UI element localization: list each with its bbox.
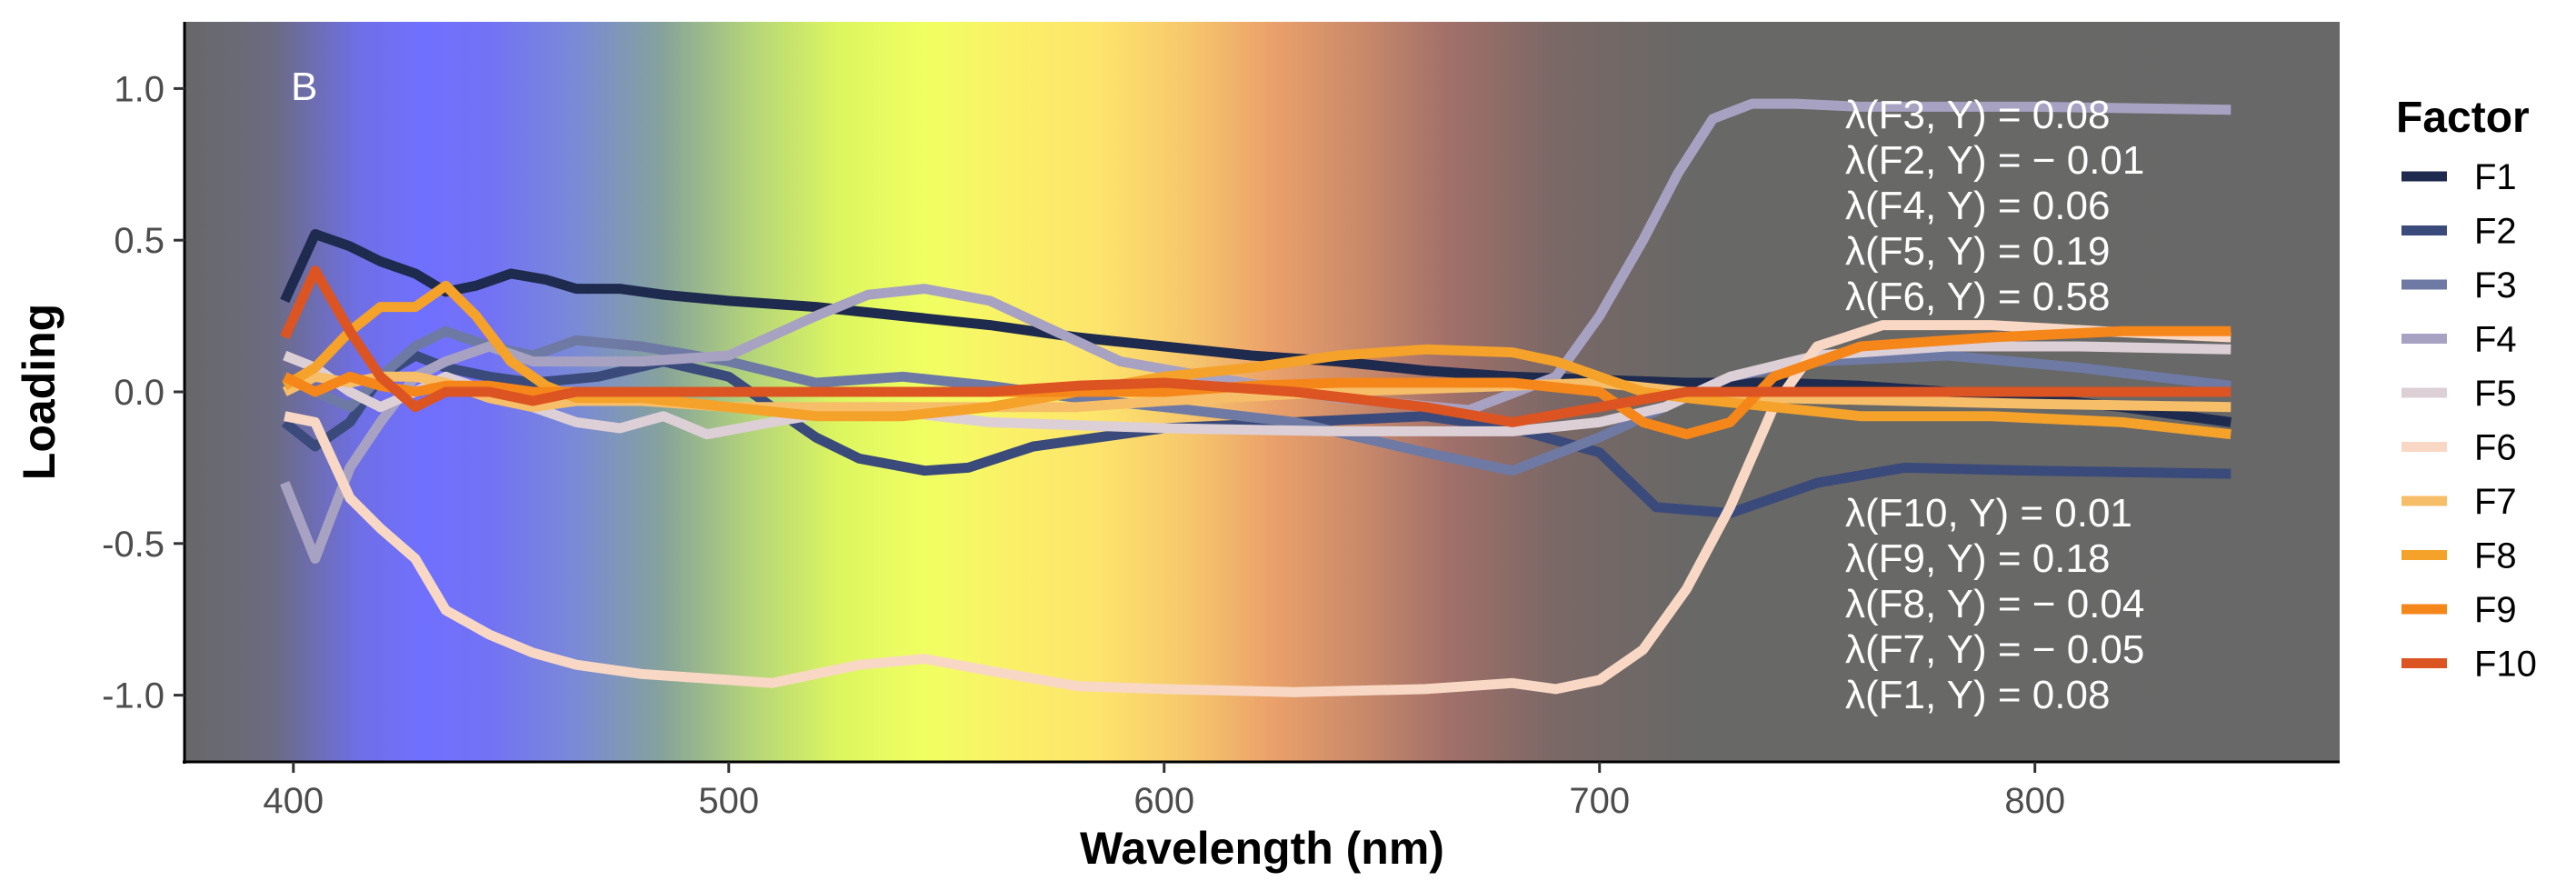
annotation-top-line: λ(F3, Y) = 0.08 <box>1845 93 2110 137</box>
x-tick-label: 400 <box>263 781 324 821</box>
x-tick-label: 500 <box>698 781 759 821</box>
legend-title: Factor <box>2396 94 2530 142</box>
annotation-bottom-line: λ(F7, Y) = − 0.05 <box>1845 627 2144 672</box>
legend-label-f10: F10 <box>2474 645 2537 685</box>
y-tick-label: 0.0 <box>114 373 165 413</box>
x-tick-label: 700 <box>1569 781 1630 821</box>
panel-tag: B <box>291 65 317 109</box>
series-line-f10 <box>280 265 2232 427</box>
legend-label-f2: F2 <box>2474 212 2517 252</box>
x-axis-title: Wavelength (nm) <box>1080 823 1444 874</box>
y-tick-label: 1.0 <box>114 69 165 109</box>
x-tick-label: 600 <box>1133 781 1194 821</box>
annotation-top-line: λ(F5, Y) = 0.19 <box>1845 229 2110 274</box>
series-line-f2 <box>281 350 2232 518</box>
x-tick-label: 800 <box>2004 781 2065 821</box>
legend-label-f1: F1 <box>2474 157 2517 197</box>
y-tick-label: 0.5 <box>114 221 165 261</box>
y-axis-title: Loading <box>14 304 65 480</box>
series-line-f9 <box>282 325 2232 440</box>
legend-label-f8: F8 <box>2474 536 2517 576</box>
annotation-bottom-line: λ(F1, Y) = 0.08 <box>1845 673 2110 717</box>
legend-label-f4: F4 <box>2474 320 2517 360</box>
series-line-f8 <box>282 280 2232 440</box>
legend-label-f5: F5 <box>2474 374 2517 414</box>
legend-label-f3: F3 <box>2474 265 2517 305</box>
legend-label-f7: F7 <box>2474 482 2517 522</box>
annotation-block-bottom: λ(F10, Y) = 0.01λ(F9, Y) = 0.18λ(F8, Y) … <box>1845 491 2144 717</box>
series-line-f4 <box>280 98 2232 564</box>
legend: Factor F1 F2 F3 F4 F5 F6 F7 F8 F9 F10 <box>2396 94 2537 685</box>
legend-label-f6: F6 <box>2474 428 2517 468</box>
annotation-block-top: λ(F3, Y) = 0.08λ(F2, Y) = − 0.01λ(F4, Y)… <box>1845 93 2144 319</box>
y-tick-label: -0.5 <box>102 525 165 565</box>
annotation-bottom-line: λ(F10, Y) = 0.01 <box>1845 491 2132 536</box>
annotation-top-line: λ(F6, Y) = 0.58 <box>1845 275 2110 319</box>
annotation-bottom-line: λ(F9, Y) = 0.18 <box>1845 536 2110 581</box>
annotation-bottom-line: λ(F8, Y) = − 0.04 <box>1845 582 2144 626</box>
annotation-top-line: λ(F4, Y) = 0.06 <box>1845 184 2110 228</box>
axes: 400 500 600 700 800 1.0 0.5 0.0 -0.5 -1.0 <box>102 22 2340 821</box>
annotation-top-line: λ(F2, Y) = − 0.01 <box>1845 138 2144 183</box>
legend-label-f9: F9 <box>2474 590 2517 630</box>
y-tick-label: -1.0 <box>102 676 165 716</box>
series-group <box>280 98 2232 697</box>
